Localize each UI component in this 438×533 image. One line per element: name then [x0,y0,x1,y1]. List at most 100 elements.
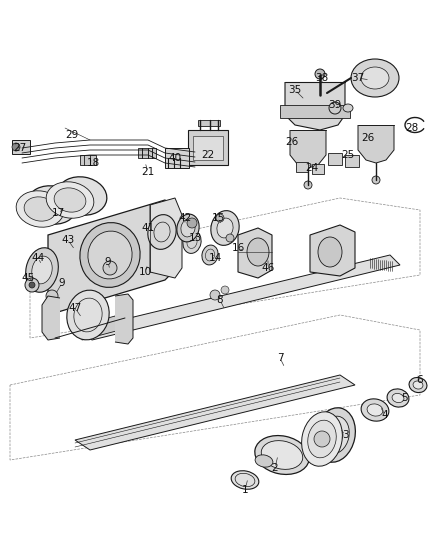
Ellipse shape [392,393,404,402]
Text: 41: 41 [141,223,155,233]
Text: 28: 28 [406,123,419,133]
Polygon shape [48,200,175,315]
Bar [80,155,96,165]
Polygon shape [285,82,345,130]
Text: 44: 44 [32,253,45,263]
Ellipse shape [177,214,199,242]
Text: 9: 9 [59,278,65,288]
Circle shape [210,290,220,300]
Circle shape [329,102,341,114]
Ellipse shape [308,420,336,458]
Text: 8: 8 [217,295,223,305]
Ellipse shape [361,399,389,421]
Text: 26: 26 [361,133,374,143]
Polygon shape [115,294,133,344]
Bar [12,140,30,154]
Circle shape [216,214,224,222]
Ellipse shape [361,67,389,89]
Ellipse shape [247,238,269,266]
Circle shape [221,286,229,294]
Text: 1: 1 [242,485,248,495]
Text: 21: 21 [141,167,155,177]
Circle shape [29,282,35,288]
Polygon shape [75,375,355,450]
Ellipse shape [67,290,109,340]
Ellipse shape [318,237,342,267]
Bar [138,148,156,158]
Text: 18: 18 [86,158,99,168]
Polygon shape [150,198,182,278]
Text: 26: 26 [286,137,299,147]
Ellipse shape [24,197,56,221]
Text: 46: 46 [261,263,275,273]
Text: 27: 27 [14,143,27,153]
Ellipse shape [255,435,309,474]
Text: 24: 24 [305,163,318,173]
Ellipse shape [32,256,52,284]
Circle shape [103,261,117,275]
Text: 45: 45 [21,273,35,283]
Polygon shape [80,255,400,340]
Text: 6: 6 [417,375,423,385]
Text: 37: 37 [351,73,364,83]
Ellipse shape [314,408,355,462]
Ellipse shape [217,218,233,238]
Polygon shape [358,125,394,163]
Polygon shape [310,225,355,276]
Ellipse shape [27,186,77,224]
Ellipse shape [148,215,176,249]
Ellipse shape [261,441,303,470]
Ellipse shape [46,182,94,218]
Ellipse shape [88,231,132,279]
Text: 3: 3 [342,430,348,440]
Polygon shape [80,316,120,340]
Ellipse shape [57,177,107,215]
Text: 29: 29 [65,130,79,140]
Ellipse shape [343,104,353,112]
Ellipse shape [80,223,140,287]
Circle shape [25,278,39,292]
Text: 7: 7 [277,353,283,363]
Text: 40: 40 [169,153,182,163]
Text: 9: 9 [105,257,111,267]
Text: 14: 14 [208,253,222,263]
Text: 17: 17 [51,208,65,218]
Bar [328,153,342,165]
Bar [198,120,220,126]
Ellipse shape [302,412,343,466]
Polygon shape [238,228,272,278]
Text: 39: 39 [328,100,342,110]
Text: 22: 22 [201,150,215,160]
Ellipse shape [16,191,64,227]
Ellipse shape [409,377,427,393]
Text: 5: 5 [402,393,408,403]
Bar [312,164,324,174]
Ellipse shape [255,455,273,467]
Circle shape [12,143,20,151]
Ellipse shape [183,231,201,253]
Ellipse shape [211,211,239,245]
Circle shape [314,431,330,447]
Bar [296,162,308,172]
Circle shape [304,181,312,189]
Bar [188,130,228,165]
Text: 2: 2 [272,463,278,473]
Circle shape [226,234,234,242]
Bar [193,136,223,160]
Ellipse shape [321,416,349,454]
Polygon shape [42,296,60,340]
Ellipse shape [26,248,58,292]
Circle shape [327,427,343,443]
Ellipse shape [54,188,86,212]
Ellipse shape [231,471,259,489]
Ellipse shape [202,245,218,265]
Text: 10: 10 [138,267,152,277]
Text: 15: 15 [212,213,225,223]
Circle shape [372,176,380,184]
Text: 25: 25 [341,150,355,160]
Text: 4: 4 [381,410,389,420]
Text: 38: 38 [315,73,328,83]
Ellipse shape [387,389,409,407]
Text: 16: 16 [231,243,245,253]
Text: 43: 43 [61,235,74,245]
